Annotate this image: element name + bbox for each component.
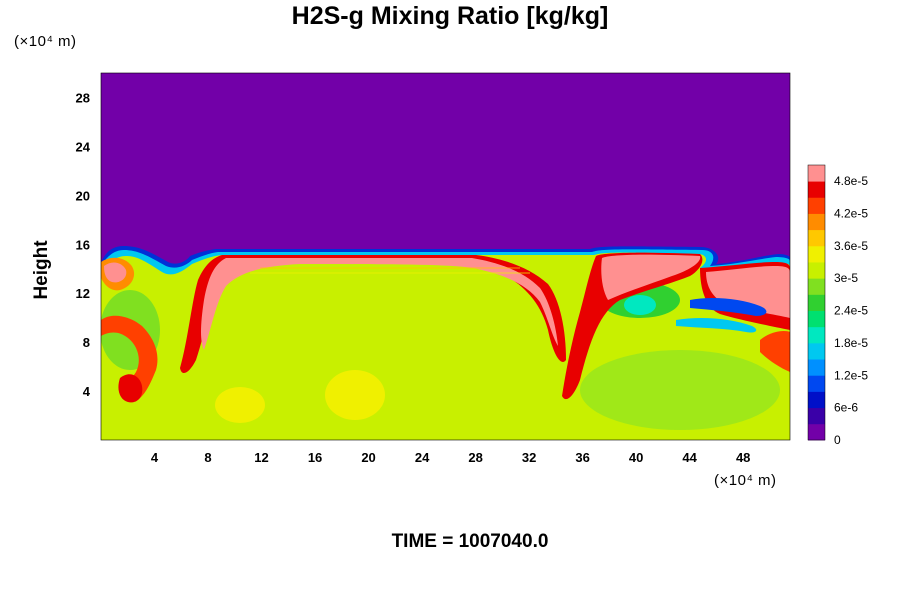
colorbar-labels: 0 6e-6 1.2e-5 1.8e-5 2.4e-5 3e-5 3.6e-5 4.2e-5 4… xyxy=(834,174,868,447)
colorbar-label: 3.6e-5 xyxy=(834,239,868,253)
colorbar-swatch xyxy=(808,407,825,425)
colorbar-label: 1.2e-5 xyxy=(834,368,868,382)
colorbar-swatch xyxy=(808,423,825,441)
colorbar-swatch xyxy=(808,326,825,344)
field-left-plume-core xyxy=(118,374,143,403)
field-green-patch xyxy=(580,350,780,430)
colorbar xyxy=(807,164,826,441)
x-tick-label: 48 xyxy=(736,450,750,465)
colorbar-swatch xyxy=(808,375,825,392)
time-label: TIME = 1007040.0 xyxy=(391,531,549,552)
x-tick-label: 16 xyxy=(308,450,322,465)
colorbar-label: 3e-5 xyxy=(834,271,858,285)
x-unit-label: (×10⁴ m) xyxy=(714,472,777,489)
x-tick-label: 28 xyxy=(468,450,482,465)
colorbar-swatch xyxy=(808,294,825,311)
colorbar-swatch xyxy=(808,262,825,279)
colorbar-frame xyxy=(807,164,826,441)
y-tick-label: 20 xyxy=(76,188,90,203)
field-right-streak xyxy=(676,318,757,333)
colorbar-swatch xyxy=(808,245,825,263)
x-tick-label: 36 xyxy=(575,450,589,465)
colorbar-label: 6e-6 xyxy=(834,401,858,415)
field-right-cloud-core xyxy=(601,254,701,300)
plot-frame xyxy=(100,72,791,441)
y-tick-label: 28 xyxy=(76,90,90,105)
y-axis: 4 8 12 16 20 24 28 xyxy=(76,90,91,399)
chart-title: H2S-g Mixing Ratio [kg/kg] xyxy=(291,2,609,30)
field-left-eddy-core xyxy=(104,262,127,283)
field-right-cloud xyxy=(562,252,703,400)
y-tick-label: 4 xyxy=(83,384,91,399)
x-tick-label: 44 xyxy=(682,450,697,465)
field-yellow-patch xyxy=(215,387,265,423)
colorbar-label: 4.2e-5 xyxy=(834,207,868,221)
field-right-bottom xyxy=(760,330,790,372)
colorbar-swatch xyxy=(808,197,825,214)
colorbar-swatch xyxy=(808,359,825,376)
x-tick-label: 4 xyxy=(151,450,159,465)
y-tick-label: 16 xyxy=(76,237,90,252)
colorbar-swatch xyxy=(808,310,825,328)
y-tick-label: 8 xyxy=(83,335,90,350)
colorbar-swatch xyxy=(808,229,825,247)
y-tick-label: 24 xyxy=(76,139,91,154)
colorbar-swatch xyxy=(808,181,825,198)
colorbar-swatch xyxy=(808,165,825,182)
colorbar-swatch xyxy=(808,213,825,231)
plot-area xyxy=(101,73,790,440)
x-axis: 4 8 12 16 20 24 28 32 36 40 44 48 xyxy=(151,450,751,465)
x-tick-label: 32 xyxy=(522,450,536,465)
x-tick-label: 12 xyxy=(254,450,268,465)
colorbar-swatch xyxy=(808,278,825,295)
x-tick-label: 40 xyxy=(629,450,643,465)
field-right-streak xyxy=(690,298,767,316)
x-tick-label: 20 xyxy=(361,450,375,465)
colorbar-label: 2.4e-5 xyxy=(834,304,868,318)
field-boundary-pink xyxy=(201,258,558,350)
colorbar-swatch xyxy=(808,342,825,360)
x-tick-label: 8 xyxy=(204,450,211,465)
colorbar-label: 0 xyxy=(834,433,841,447)
colorbar-label: 1.8e-5 xyxy=(834,336,868,350)
y-tick-label: 12 xyxy=(76,286,90,301)
colorbar-label: 4.8e-5 xyxy=(834,174,868,188)
field-cyan-patch xyxy=(624,295,656,315)
colorbar-swatch xyxy=(808,391,825,409)
field-left-plume xyxy=(101,315,158,403)
x-tick-label: 24 xyxy=(415,450,430,465)
field-yellow-patch xyxy=(325,370,385,420)
field-right-edge-core xyxy=(706,266,790,318)
y-unit-label: (×10⁴ m) xyxy=(14,33,77,50)
